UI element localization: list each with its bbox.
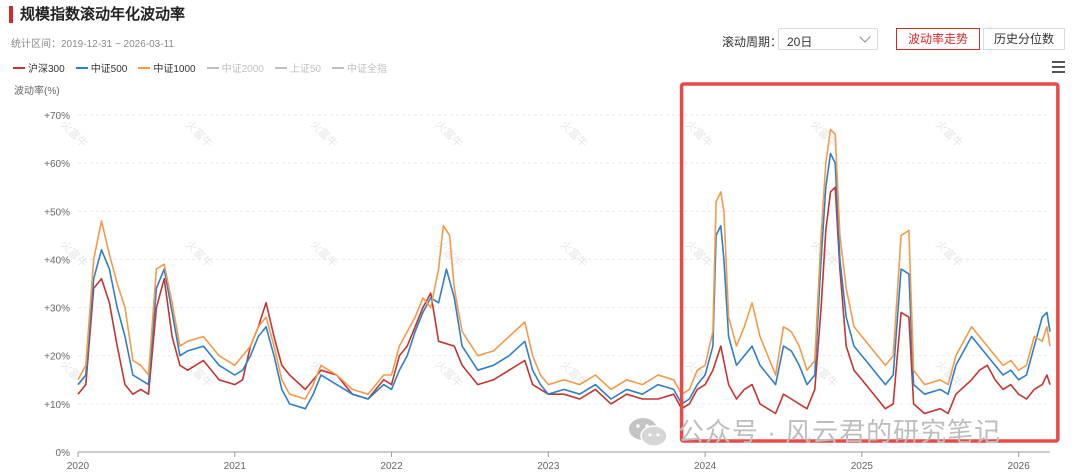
series-line-2	[77, 128, 1051, 400]
period-select-value: 20日	[787, 35, 813, 49]
legend-label: 中证1000	[153, 64, 196, 75]
wechat-icon	[629, 418, 668, 447]
background-watermark: 火富牛	[308, 237, 341, 270]
y-tick-label: +40%	[44, 255, 70, 266]
legend-swatch	[75, 66, 88, 69]
x-tick-label: 2025	[851, 461, 874, 472]
legend-item-0[interactable]: 沪深300	[13, 60, 65, 75]
period-label: 滚动周期：	[722, 35, 783, 49]
x-tick-label: 2023	[537, 461, 560, 472]
highlight-box	[679, 82, 1060, 443]
legend-label: 中证全指	[347, 64, 387, 75]
hamburger-menu-icon[interactable]	[1052, 61, 1065, 73]
background-watermark: 火富牛	[933, 117, 966, 150]
background-watermark: 火富牛	[433, 117, 466, 150]
legend-swatch	[138, 66, 151, 69]
x-tick-label: 2026	[1008, 461, 1031, 472]
background-watermark: 火富牛	[558, 117, 591, 150]
background-watermark: 火富牛	[308, 117, 341, 150]
background-watermark: 火富牛	[183, 117, 216, 150]
y-tick-label: 0%	[56, 448, 71, 459]
legend-swatch	[332, 66, 344, 69]
chart-legend: 沪深300 中证500 中证1000 中证2000 上证50 中证全指	[13, 60, 398, 75]
background-watermark: 火富牛	[183, 237, 216, 270]
series-line-1	[77, 152, 1051, 410]
legend-label: 上证50	[289, 64, 321, 75]
tab-historical-percentile[interactable]: 历史分位数	[983, 28, 1065, 50]
title-accent-bar	[9, 6, 13, 23]
legend-item-3[interactable]: 中证2000	[206, 60, 264, 75]
background-watermark: 火富牛	[683, 237, 716, 270]
y-tick-label: +50%	[44, 207, 70, 218]
x-tick-label: 2022	[380, 461, 403, 472]
legend-item-5[interactable]: 中证全指	[332, 60, 387, 75]
series-line-0	[77, 186, 1051, 415]
legend-swatch	[274, 66, 287, 69]
chart-title: 规模指数滚动年化波动率	[20, 6, 186, 23]
y-tick-label: +70%	[44, 111, 70, 122]
legend-label: 中证500	[90, 64, 128, 75]
background-watermark: 火富牛	[558, 357, 591, 390]
legend-swatch	[13, 66, 25, 69]
date-range-subtitle: 统计区间：2019-12-31 ~ 2026-03-11	[11, 39, 174, 50]
y-tick-label: +10%	[44, 400, 70, 411]
background-watermark: 火富牛	[683, 117, 716, 150]
x-tick-label: 2020	[67, 461, 90, 472]
background-watermark: 火富牛	[558, 237, 591, 270]
legend-label: 沪深300	[28, 64, 65, 75]
legend-item-1[interactable]: 中证500	[75, 60, 128, 75]
background-watermark: 火富牛	[933, 237, 966, 270]
tab-volatility-trend[interactable]: 波动率走势	[896, 28, 980, 50]
x-tick-label: 2024	[694, 461, 717, 472]
legend-item-2[interactable]: 中证1000	[138, 60, 196, 75]
background-watermark: 火富牛	[933, 357, 966, 390]
y-tick-label: +30%	[44, 304, 70, 315]
background-watermark: 火富牛	[58, 117, 91, 150]
legend-swatch	[206, 66, 219, 69]
y-axis-label: 波动率(%)	[14, 84, 60, 97]
period-select[interactable]: 20日	[778, 28, 878, 50]
y-tick-label: +20%	[44, 352, 70, 363]
legend-label: 中证2000	[221, 64, 264, 75]
legend-item-4[interactable]: 上证50	[274, 60, 321, 75]
y-tick-label: +60%	[44, 159, 70, 170]
watermark-text: 公众号 · 风云君的研究笔记	[678, 417, 1002, 447]
x-tick-label: 2021	[224, 461, 247, 472]
